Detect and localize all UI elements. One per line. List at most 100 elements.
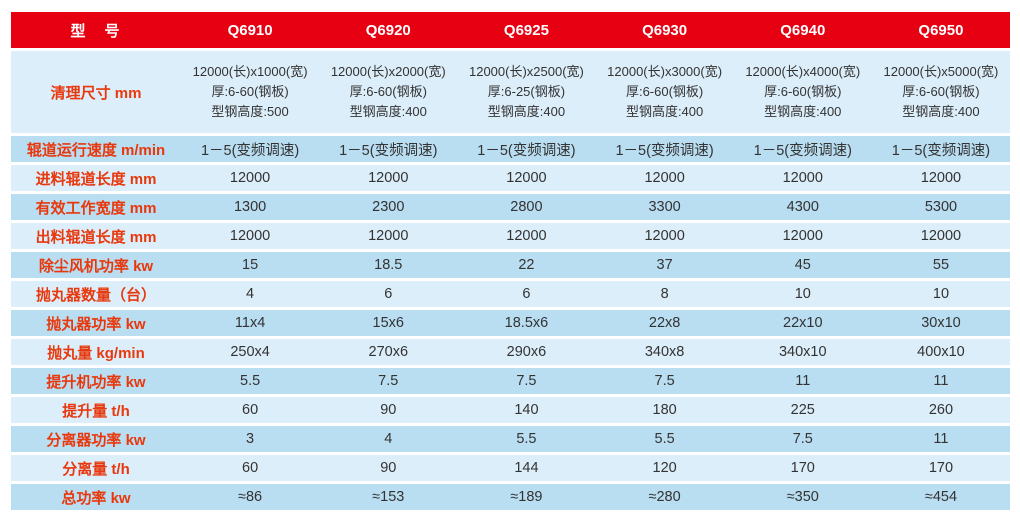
row-value: 12000 <box>920 228 962 244</box>
table-row: 抛丸器功率 kw 11x4 15x6 18.5x6 22x8 22x10 30x10 <box>11 310 1010 336</box>
row-value: 5300 <box>924 199 958 215</box>
row-value: 4 <box>246 286 255 302</box>
row-value: 12000(长)x2000(宽) 厚:6-60(钢板) 型钢高度:400 <box>330 64 446 119</box>
header-model-q6940: Q6940 <box>780 21 826 39</box>
header-model-q6930: Q6930 <box>642 21 688 39</box>
row-value: 3300 <box>648 199 681 215</box>
row-value: 5.5 <box>240 373 261 389</box>
row-value: 4300 <box>786 199 819 215</box>
row-value: 12000(长)x2500(宽) 厚:6-25(钢板) 型钢高度:400 <box>468 64 584 119</box>
row-value: 12000 <box>506 170 547 186</box>
row-value: 60 <box>242 460 259 476</box>
row-value: 90 <box>380 402 397 418</box>
row-value: ≈454 <box>924 489 958 505</box>
table-row: 提升机功率 kw 5.5 7.5 7.5 7.5 11 11 <box>11 368 1010 394</box>
header-model-q6925: Q6925 <box>503 21 549 39</box>
table-row: 除尘风机功率 kw 15 18.5 22 37 45 55 <box>11 252 1010 278</box>
row-label: 出料辊道长度 mm <box>35 228 157 246</box>
row-value: 12000 <box>368 228 409 244</box>
row-value: 12000(长)x5000(宽) 厚:6-60(钢板) 型钢高度:400 <box>883 64 999 119</box>
table-row: 清理尺寸 mm 12000(长)x1000(宽) 厚:6-60(钢板) 型钢高度:… <box>11 51 1010 133</box>
row-value: 250x4 <box>230 344 270 360</box>
row-value: 2300 <box>372 199 405 215</box>
row-value: 45 <box>794 257 811 273</box>
row-value: 12000 <box>782 170 823 186</box>
row-label: 进料辊道长度 mm <box>35 170 157 188</box>
row-value: 6 <box>522 286 531 302</box>
row-label: 抛丸器数量（台） <box>35 286 156 304</box>
row-value: 12000(长)x1000(宽) 厚:6-60(钢板) 型钢高度:500 <box>192 64 308 119</box>
row-value: 15 <box>242 257 259 273</box>
row-value: 1－5(变频调速) <box>615 142 714 159</box>
table-header-row: 型 号 Q6910 Q6920 Q6925 Q6930 Q6940 Q6950 <box>11 12 1010 48</box>
row-value: 12000 <box>229 170 271 186</box>
row-value: 5.5 <box>654 431 675 447</box>
row-label: 抛丸量 kg/min <box>47 344 145 362</box>
row-value: 12000 <box>920 170 962 186</box>
row-value: ≈189 <box>510 489 543 505</box>
row-value: 12000 <box>782 228 823 244</box>
row-value: 170 <box>928 460 954 476</box>
row-value: 340x8 <box>644 344 685 360</box>
table-row: 分离量 t/h 60 90 144 120 170 170 <box>11 455 1010 481</box>
table-row: 分离器功率 kw 3 4 5.5 5.5 7.5 11 <box>11 426 1010 452</box>
row-value: 225 <box>790 402 815 418</box>
row-label: 分离器功率 kw <box>46 431 146 449</box>
row-value: 260 <box>928 402 954 418</box>
row-value: 6 <box>384 286 393 302</box>
row-value: ≈280 <box>648 489 681 505</box>
row-value: 55 <box>932 257 950 273</box>
row-value: 8 <box>660 286 669 302</box>
row-value: 12000(长)x3000(宽) 厚:6-60(钢板) 型钢高度:400 <box>607 64 723 119</box>
table-row: 抛丸器数量（台） 4 6 6 8 10 10 <box>11 281 1010 307</box>
row-value: 12000 <box>229 228 271 244</box>
row-value: 400x10 <box>917 344 965 360</box>
header-model-q6950: Q6950 <box>918 21 964 39</box>
row-label: 分离量 t/h <box>62 460 130 478</box>
row-value: 18.5 <box>374 257 403 273</box>
row-value: 1300 <box>233 199 267 215</box>
row-label: 辊道运行速度 m/min <box>26 141 166 159</box>
row-value: 11x4 <box>234 315 266 331</box>
row-value: 11 <box>933 373 949 389</box>
table-row: 提升量 t/h 60 90 140 180 225 260 <box>11 397 1010 423</box>
row-value: 12000 <box>644 170 685 186</box>
row-value: 15x6 <box>372 315 404 331</box>
table-row: 总功率 kw ≈86 ≈153 ≈189 ≈280 ≈350 ≈454 <box>11 484 1010 510</box>
row-value: 3 <box>246 431 255 447</box>
header-model-cells: Q6910 Q6920 Q6925 Q6930 Q6940 Q6950 <box>181 12 1010 48</box>
row-value: 7.5 <box>654 373 675 389</box>
row-value: 140 <box>514 402 539 418</box>
row-value: 1－5(变频调速) <box>891 142 991 159</box>
row-value: 7.5 <box>378 373 399 389</box>
row-label: 提升机功率 kw <box>46 373 146 391</box>
row-value: 12000 <box>644 228 685 244</box>
row-value: 12000(长)x4000(宽) 厚:6-60(钢板) 型钢高度:400 <box>745 64 861 119</box>
row-value: 18.5x6 <box>504 315 549 331</box>
table-body: 清理尺寸 mm 12000(长)x1000(宽) 厚:6-60(钢板) 型钢高度:… <box>11 51 1010 510</box>
row-value: 30x10 <box>921 315 961 331</box>
row-label: 清理尺寸 mm <box>50 84 142 102</box>
row-value: 22x10 <box>783 315 823 331</box>
row-value: 2800 <box>510 199 543 215</box>
row-value: 11 <box>933 431 949 447</box>
table-row: 抛丸量 kg/min 250x4 270x6 290x6 340x8 340x10 400x… <box>11 339 1010 365</box>
row-value: ≈86 <box>238 489 263 505</box>
table-row: 出料辊道长度 mm 12000 12000 12000 12000 12000 12000 <box>11 223 1010 249</box>
row-value: 22x8 <box>648 315 681 331</box>
row-value: ≈153 <box>372 489 405 505</box>
row-value: 144 <box>514 460 539 476</box>
row-value: 90 <box>380 460 397 476</box>
table-row: 辊道运行速度 m/min 1－5(变频调速) 1－5(变频调速) 1－5(变频调速) 1… <box>11 136 1010 162</box>
row-value: 1－5(变频调速) <box>200 142 300 159</box>
row-value: 270x6 <box>368 344 409 360</box>
row-value: 37 <box>656 257 673 273</box>
spec-table: 型 号 Q6910 Q6920 Q6925 Q6930 Q6940 Q6950 清理尺寸 … <box>11 12 1010 510</box>
row-value: 1－5(变频调速) <box>753 142 852 159</box>
header-model-q6920: Q6920 <box>365 21 411 39</box>
table-row: 有效工作宽度 mm 1300 2300 2800 3300 4300 5300 <box>11 194 1010 220</box>
row-value: 11 <box>795 373 811 389</box>
row-value: 120 <box>652 460 677 476</box>
row-value: 22 <box>518 257 535 273</box>
